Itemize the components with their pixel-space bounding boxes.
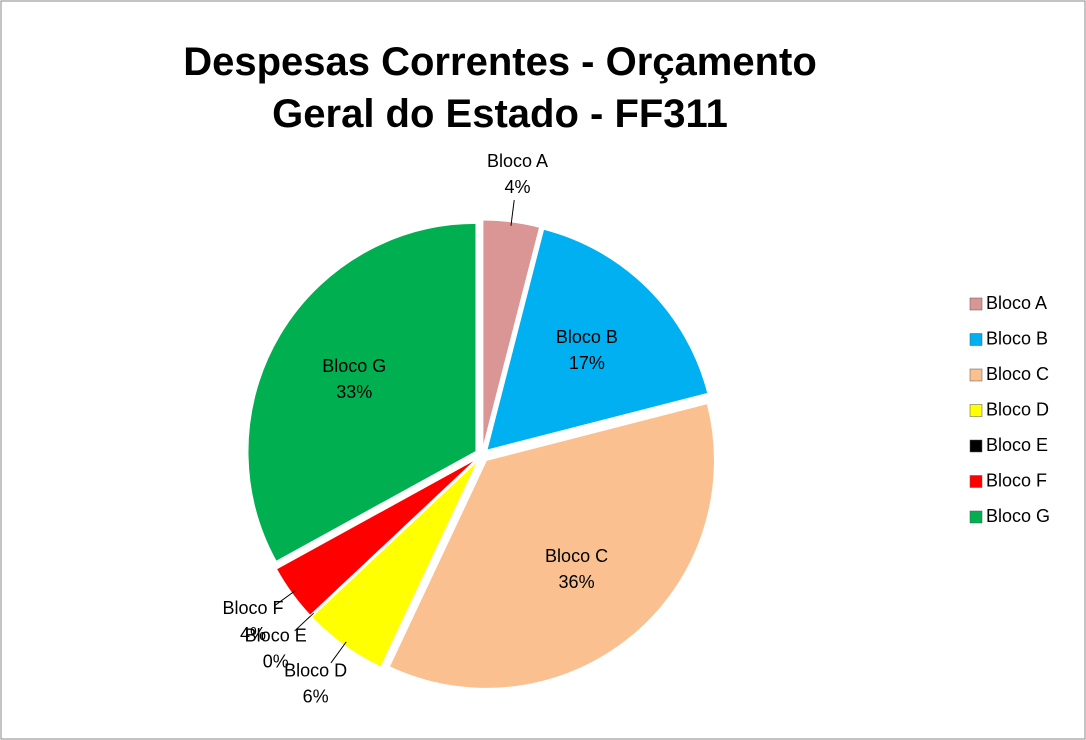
chart-title: Despesas Correntes - Orçamento Geral do … [183,40,817,136]
pie-slice [388,403,715,689]
slice-label-value: 4% [240,624,266,644]
legend-label: Bloco A [986,293,1047,313]
slice-label-name: Bloco A [487,151,548,171]
legend-swatch [969,404,983,417]
leader-line [510,199,515,226]
slice-label-value: 0% [263,651,289,671]
leader-line [294,612,314,632]
legend-swatch [969,333,983,346]
leader-line [273,590,296,607]
legend-label: Bloco B [986,328,1048,348]
slice-label-name: Bloco E [245,625,307,645]
slice-label-value: 6% [303,687,329,707]
slice-label-value: 4% [504,177,530,197]
legend-swatch [969,368,983,382]
legend-label: Bloco E [986,435,1048,455]
slice-label-name: Bloco C [545,546,608,566]
slice-label-value: 17% [569,353,605,373]
slice-label-name: Bloco D [284,661,347,681]
legend-label: Bloco F [986,470,1047,490]
slice-label-value: 33% [336,382,372,402]
leader-line [330,641,347,664]
legend-label: Bloco C [986,364,1049,384]
legend-swatch [969,475,983,488]
pie-slice [486,228,709,451]
slice-label-name: Bloco F [223,598,284,618]
slice-label-value: 36% [559,572,595,592]
slice-label-name: Bloco B [556,327,618,347]
legend-swatch [969,510,983,524]
legend-label: Bloco D [986,399,1049,419]
pie-slice [247,222,477,562]
legend-swatch [969,439,983,453]
legend-label: Bloco G [986,506,1050,526]
legend-swatch [969,297,983,311]
slice-label-name: Bloco G [322,356,386,376]
